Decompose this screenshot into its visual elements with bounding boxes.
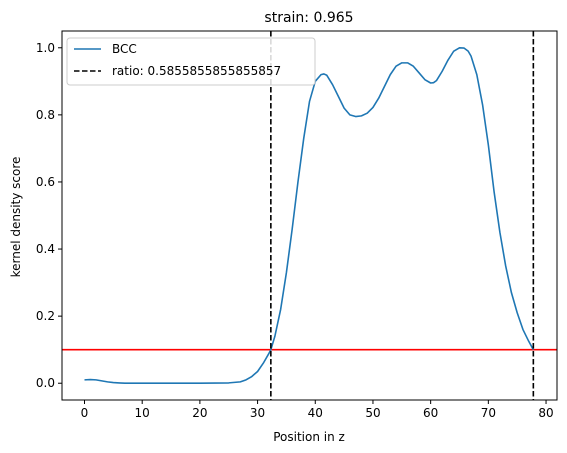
legend: BCC ratio: 0.5855855855855857 <box>66 37 316 86</box>
x-tick-label: 0 <box>81 406 89 420</box>
y-tick-label: 1.0 <box>36 41 55 55</box>
y-axis-ticks: 0.0 0.2 0.4 0.6 0.8 1.0 <box>36 41 62 390</box>
y-tick-label: 0.4 <box>36 242 55 256</box>
x-tick-label: 60 <box>423 406 438 420</box>
x-axis-ticks: 0 10 20 30 40 50 60 70 80 <box>81 400 554 420</box>
x-tick-label: 80 <box>538 406 553 420</box>
x-axis-label: Position in z <box>273 430 345 444</box>
x-tick-label: 40 <box>308 406 323 420</box>
axes-border <box>61 30 558 401</box>
axes-frame <box>62 31 557 400</box>
y-axis-label: kernel density score <box>9 157 23 278</box>
x-tick-label: 10 <box>135 406 150 420</box>
chart-title: strain: 0.965 <box>264 10 353 26</box>
x-tick-label: 20 <box>192 406 207 420</box>
legend-label-ratio: ratio: 0.5855855855855857 <box>112 64 281 78</box>
y-tick-label: 0.6 <box>36 175 55 189</box>
x-tick-label: 70 <box>481 406 496 420</box>
y-tick-label: 0.0 <box>36 376 55 390</box>
plot-area <box>61 30 558 401</box>
x-tick-label: 50 <box>365 406 380 420</box>
y-tick-label: 0.8 <box>36 108 55 122</box>
y-tick-label: 0.2 <box>36 309 55 323</box>
vline-layer <box>270 31 535 400</box>
legend-label-bcc: BCC <box>112 42 137 56</box>
x-tick-label: 30 <box>250 406 265 420</box>
series-line-bcc <box>84 46 535 385</box>
legend-box <box>66 37 316 86</box>
series-layer <box>84 46 535 385</box>
